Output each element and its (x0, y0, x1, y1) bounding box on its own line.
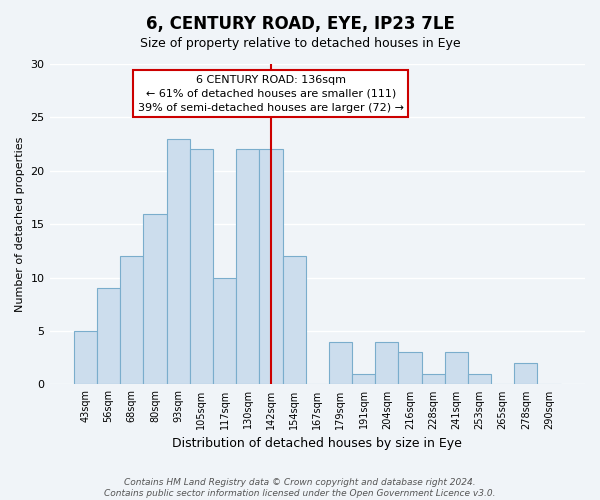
Bar (259, 150, 283, 384)
Bar (329, 342, 352, 384)
Text: Size of property relative to detached houses in Eye: Size of property relative to detached ho… (140, 38, 460, 51)
Text: 6 CENTURY ROAD: 136sqm
← 61% of detached houses are smaller (111)
39% of semi-de: 6 CENTURY ROAD: 136sqm ← 61% of detached… (138, 74, 404, 112)
Bar (422, 374, 445, 384)
Bar (143, 214, 167, 384)
Text: Contains HM Land Registry data © Crown copyright and database right 2024.
Contai: Contains HM Land Registry data © Crown c… (104, 478, 496, 498)
Bar (213, 278, 236, 384)
Bar (352, 374, 375, 384)
Bar (167, 139, 190, 384)
Bar (468, 374, 491, 384)
Bar (120, 256, 143, 384)
Bar (514, 363, 538, 384)
Bar (74, 331, 97, 384)
Bar (283, 256, 305, 384)
Bar (97, 288, 120, 384)
Text: 6, CENTURY ROAD, EYE, IP23 7LE: 6, CENTURY ROAD, EYE, IP23 7LE (146, 15, 454, 33)
Bar (398, 352, 422, 384)
Bar (445, 352, 468, 384)
X-axis label: Distribution of detached houses by size in Eye: Distribution of detached houses by size … (172, 437, 462, 450)
Bar (375, 342, 398, 384)
Bar (190, 150, 213, 384)
Bar (236, 150, 259, 384)
Y-axis label: Number of detached properties: Number of detached properties (15, 136, 25, 312)
